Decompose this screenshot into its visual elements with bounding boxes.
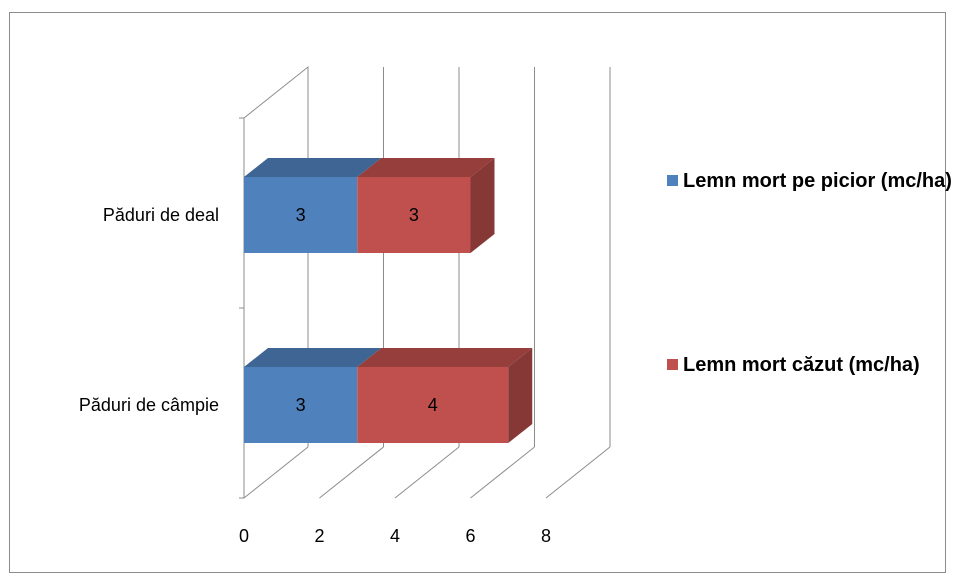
floor-gridline xyxy=(545,446,611,499)
data-label: 3 xyxy=(296,205,306,225)
data-label: 4 xyxy=(428,395,438,415)
bar-top xyxy=(357,158,495,177)
labels: 0 2 4 6 8 3 3 Păduri de deal 3 4 Păduri de câmpie xyxy=(79,205,551,546)
bar xyxy=(357,367,509,443)
bar-side xyxy=(470,158,495,253)
bar xyxy=(244,367,358,443)
x-tick-label: 8 xyxy=(541,526,551,546)
category-label: Păduri de câmpie xyxy=(79,395,219,415)
x-tick-label: 2 xyxy=(314,526,324,546)
legend-label-series-2: Lemn mort căzut (mc/ha) xyxy=(683,354,920,376)
x-tick-label: 6 xyxy=(465,526,475,546)
bar-side xyxy=(508,348,533,443)
bar-top xyxy=(357,348,533,367)
x-tick-label: 4 xyxy=(390,526,400,546)
floor-gridline xyxy=(243,446,309,499)
chart-frame xyxy=(9,12,946,573)
legend-item-series-1: Lemn mort pe picior (mc/ha) xyxy=(667,168,953,194)
legend-label-series-1: Lemn mort pe picior (mc/ha) xyxy=(683,170,952,192)
legend-swatch-series-2 xyxy=(667,359,678,370)
floor-gridline xyxy=(319,446,384,499)
data-label: 3 xyxy=(296,395,306,415)
category-label: Păduri de deal xyxy=(103,205,219,225)
bar xyxy=(244,177,358,253)
legend-swatch-series-1 xyxy=(667,175,678,186)
floor-gridline xyxy=(470,446,535,499)
legend-item-series-2: Lemn mort căzut (mc/ha) xyxy=(667,352,953,378)
floor-gridline xyxy=(394,446,460,499)
chart-walls xyxy=(239,65,309,499)
x-tick-label: 0 xyxy=(239,526,249,546)
bar xyxy=(357,177,471,253)
data-label: 3 xyxy=(409,205,419,225)
bars xyxy=(244,158,533,443)
bar-top xyxy=(244,158,382,177)
bar-top xyxy=(244,348,382,367)
